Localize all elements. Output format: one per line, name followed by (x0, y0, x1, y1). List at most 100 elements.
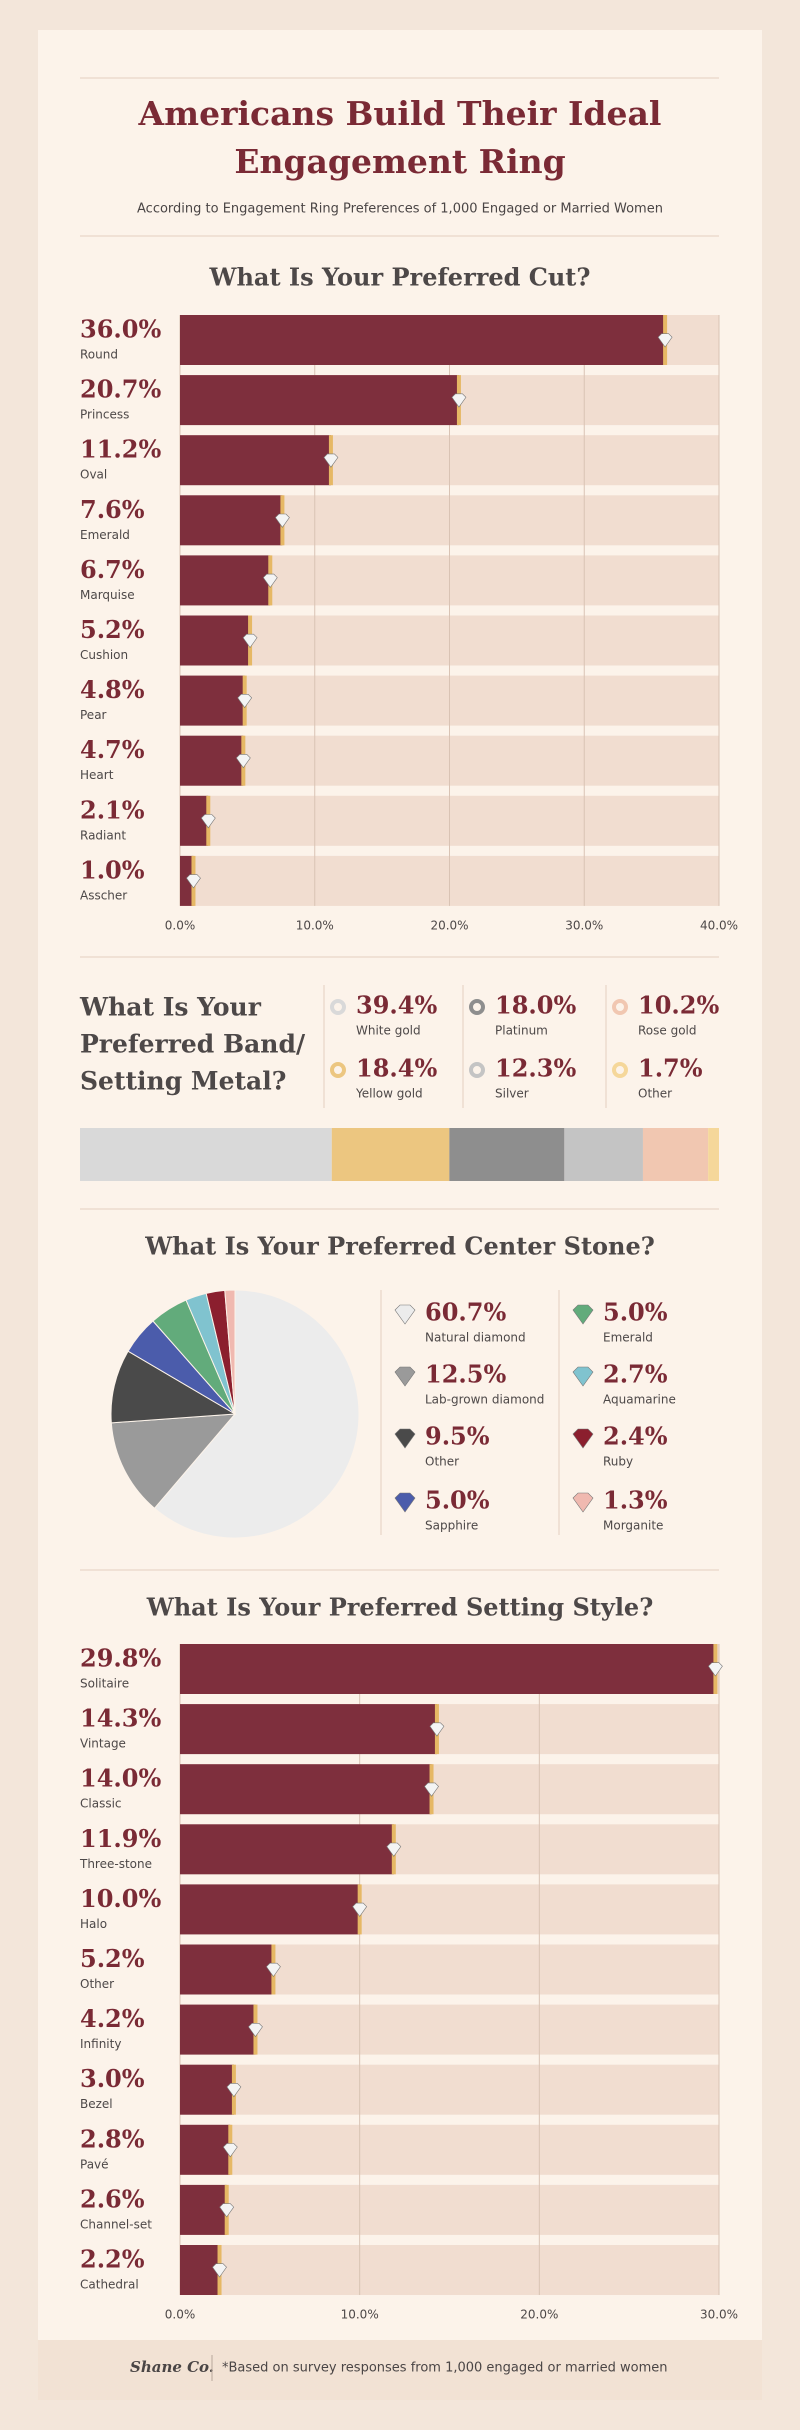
legend-label: Natural diamond (425, 1331, 526, 1345)
bar (180, 1704, 437, 1755)
bar (180, 1884, 360, 1935)
legend-label: Emerald (603, 1331, 653, 1345)
value-label: 5.2% (80, 1944, 145, 1973)
legend-label: Rose gold (638, 1024, 697, 1038)
category-label: Radiant (80, 828, 126, 842)
bar-track (180, 2064, 719, 2115)
x-tick-label: 30.0% (700, 2308, 738, 2322)
title-line: Americans Build Their Ideal (138, 94, 662, 133)
bar-segment (449, 1128, 565, 1181)
bar (180, 555, 271, 606)
category-label: Three-stone (79, 1857, 152, 1871)
gem-icon (200, 814, 216, 829)
category-label: Bezel (80, 2097, 113, 2111)
legend-label: Morganite (603, 1519, 663, 1533)
value-label: 2.6% (80, 2184, 145, 2213)
legend-label: White gold (356, 1024, 421, 1038)
legend-label: Aquamarine (603, 1393, 676, 1407)
value-label: 4.8% (80, 675, 145, 704)
gem-icon (222, 2143, 238, 2158)
legend-swatch (330, 1062, 346, 1078)
pie-slice (224, 1289, 236, 1415)
gem-icon (266, 1962, 281, 1978)
legend-label: Sapphire (425, 1519, 478, 1533)
value-label: 9.5% (425, 1422, 490, 1451)
chart-title: Setting Metal? (80, 1067, 286, 1096)
category-label: Vintage (80, 1737, 126, 1751)
gem-icon (394, 1366, 416, 1387)
value-label: 2.7% (603, 1360, 668, 1389)
gem-icon (235, 754, 251, 769)
gem-icon (394, 1492, 416, 1513)
value-label: 2.2% (80, 2245, 145, 2274)
category-label: Cathedral (80, 2278, 139, 2292)
value-label: 18.4% (356, 1054, 437, 1083)
gem-icon (237, 693, 253, 709)
bar (180, 2184, 227, 2235)
value-label: 10.2% (638, 991, 719, 1020)
legend-label: Platinum (495, 1024, 548, 1038)
x-tick-label: 10.0% (296, 918, 334, 932)
legend-label: Lab-grown diamond (425, 1393, 544, 1407)
legend-swatch (469, 1062, 485, 1078)
value-label: 2.1% (80, 795, 145, 824)
bar-track (180, 2004, 719, 2055)
x-tick-label: 10.0% (341, 2308, 379, 2322)
gem-icon (386, 1842, 402, 1857)
value-label: 1.0% (80, 855, 145, 884)
chart-title: What Is Your Preferred Setting Style? (146, 1593, 654, 1622)
category-label: Oval (80, 468, 107, 482)
category-label: Classic (80, 1797, 122, 1811)
gem-icon (451, 393, 467, 408)
gem-icon (275, 513, 290, 528)
x-tick-label: 20.0% (520, 2308, 558, 2322)
chart-title: What Is Your Preferred Cut? (209, 263, 591, 292)
value-label: 11.2% (80, 435, 161, 464)
bar-track (180, 2124, 719, 2175)
bar-segment (331, 1128, 450, 1181)
value-label: 2.4% (603, 1422, 668, 1451)
bar (180, 2004, 256, 2055)
legend-label: Ruby (603, 1455, 633, 1469)
gem-icon (186, 874, 201, 889)
pie-slice (153, 1289, 360, 1539)
footnote: *Based on survey responses from 1,000 en… (222, 2361, 668, 2376)
value-label: 5.2% (80, 615, 145, 644)
x-tick-label: 40.0% (700, 918, 738, 932)
gem-icon (572, 1304, 594, 1325)
chart-title: What Is Your Preferred Center Stone? (144, 1232, 655, 1261)
legend-label: Other (425, 1455, 459, 1469)
value-label: 29.8% (80, 1644, 161, 1673)
x-tick-label: 20.0% (430, 918, 468, 932)
gem-icon (572, 1492, 594, 1513)
bar (180, 735, 244, 786)
gem-icon (429, 1722, 445, 1737)
gem-icon (572, 1428, 594, 1449)
value-label: 12.5% (425, 1360, 506, 1389)
bar-track (180, 2245, 719, 2295)
gem-icon (248, 2023, 263, 2038)
bar (180, 855, 194, 906)
bar-track (180, 2184, 719, 2235)
gem-icon (394, 1428, 416, 1449)
category-label: Heart (80, 768, 114, 782)
category-label: Cushion (80, 648, 128, 662)
value-label: 14.0% (80, 1764, 161, 1793)
x-tick-label: 0.0% (165, 918, 196, 932)
gem-icon (424, 1782, 439, 1797)
legend-label: Silver (495, 1087, 529, 1101)
category-label: Pear (80, 708, 107, 722)
category-label: Infinity (80, 2037, 121, 2051)
bar-segment (564, 1128, 643, 1181)
bar (180, 675, 245, 726)
gem-icon (394, 1304, 416, 1325)
category-label: Other (80, 1977, 114, 1991)
value-label: 39.4% (356, 991, 437, 1020)
x-tick-label: 0.0% (165, 2308, 196, 2322)
gem-icon (226, 2083, 242, 2098)
value-label: 5.0% (425, 1486, 490, 1515)
value-label: 10.0% (80, 1884, 161, 1913)
bar (180, 435, 331, 486)
value-label: 1.7% (638, 1054, 703, 1083)
category-label: Marquise (80, 588, 135, 602)
